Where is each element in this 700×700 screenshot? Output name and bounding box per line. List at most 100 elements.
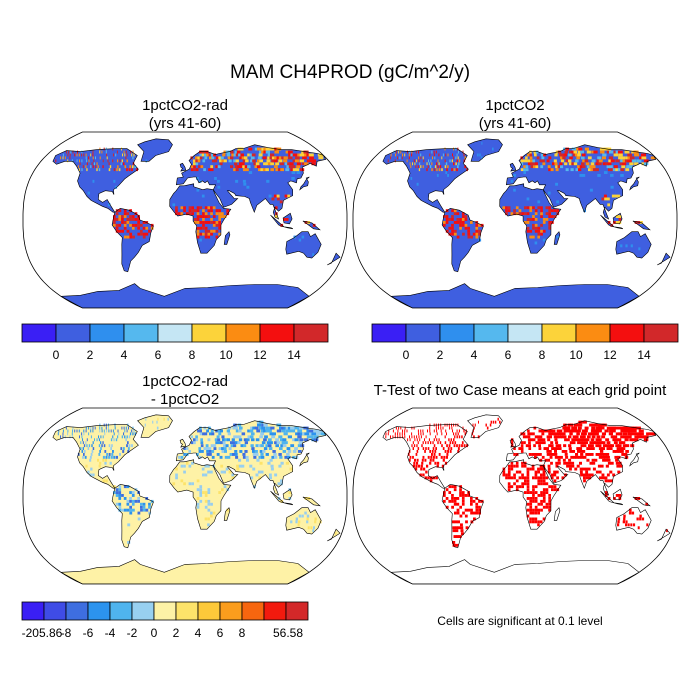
grid-cell — [95, 165, 97, 169]
grid-cell — [419, 473, 422, 477]
grid-cell — [448, 232, 452, 236]
grid-cell — [524, 491, 527, 494]
grid-cell — [86, 168, 88, 172]
grid-cell — [263, 429, 268, 433]
coastline-borneo — [612, 212, 623, 225]
grid-cell — [304, 432, 310, 436]
grid-cell — [196, 232, 200, 236]
grid-cell — [223, 150, 227, 154]
grid-cell — [196, 177, 199, 180]
grid-cell — [458, 150, 459, 154]
grid-cell — [478, 511, 481, 515]
grid-cell — [421, 458, 424, 462]
grid-cell — [202, 218, 205, 221]
grid-cell — [292, 455, 296, 459]
grid-cell — [534, 491, 538, 494]
grid-cell — [568, 153, 572, 157]
coastline-northAmerica — [382, 424, 469, 489]
grid-cell — [526, 473, 530, 477]
coastline-antarctica — [59, 283, 310, 308]
coastline-madagascar — [553, 231, 561, 245]
grid-cell — [140, 232, 143, 236]
grid-cell — [114, 185, 118, 189]
grid-cell — [526, 497, 530, 500]
grid-cell — [624, 159, 630, 163]
grid-cell — [427, 165, 429, 169]
grid-cell — [526, 226, 530, 230]
land-japan — [299, 453, 310, 466]
grid-cell — [521, 212, 524, 216]
grid-cell — [558, 435, 562, 439]
grid-cell — [505, 206, 508, 210]
grid-cell — [148, 229, 151, 233]
grid-cell — [627, 159, 632, 163]
grid-cell — [432, 455, 435, 459]
grid-cell — [204, 494, 208, 497]
grid-cell — [456, 159, 458, 163]
grid-cell — [239, 426, 243, 430]
grid-cell — [196, 206, 200, 210]
grid-cell — [532, 494, 535, 497]
grid-cell — [310, 526, 313, 530]
grid-cell — [529, 432, 533, 436]
grid-cell — [260, 168, 264, 172]
grid-cell — [513, 209, 516, 213]
grid-cell — [617, 438, 622, 442]
coastline-indonesia — [270, 490, 294, 506]
grid-cell — [308, 153, 314, 157]
grid-cell — [309, 435, 314, 439]
grid-cell — [108, 426, 109, 430]
grid-cell — [458, 444, 461, 448]
grid-cell — [556, 447, 560, 450]
grid-cell — [295, 520, 298, 524]
grid-cell — [613, 153, 619, 157]
grid-cell — [257, 470, 261, 474]
grid-cell — [412, 162, 413, 166]
panel-1-title-line2: (yrs 41-60) — [148, 115, 222, 132]
grid-cell — [537, 511, 540, 515]
grid-cell — [537, 441, 541, 445]
grid-cell — [79, 159, 80, 163]
grid-cell — [304, 162, 309, 166]
grid-cell — [532, 491, 535, 494]
grid-cell — [65, 426, 67, 430]
coastline-newGuinea — [302, 220, 321, 231]
grid-cell — [620, 159, 625, 163]
coastline-borneo — [282, 212, 293, 225]
grid-cell — [74, 429, 76, 433]
grid-cell — [280, 444, 284, 448]
grid-cell — [602, 444, 607, 448]
grid-cell — [209, 156, 212, 160]
grid-cell — [572, 435, 577, 439]
coastline-southAmerica — [441, 483, 484, 549]
grid-cell — [627, 429, 633, 433]
grid-cell — [290, 429, 296, 433]
grid-cell — [113, 179, 116, 183]
grid-cell — [401, 435, 403, 439]
grid-cell — [532, 508, 535, 512]
grid-cell — [121, 494, 124, 497]
grid-cell — [443, 494, 446, 497]
grid-cell — [643, 435, 649, 439]
grid-cell — [534, 455, 537, 459]
coastline-australia — [615, 231, 652, 259]
grid-cell — [574, 153, 579, 157]
grid-cell — [132, 235, 135, 239]
grid-cell — [183, 482, 186, 486]
grid-cell — [227, 156, 231, 160]
grid-cell — [99, 423, 101, 427]
grid-cell — [640, 221, 643, 224]
grid-cell — [576, 147, 581, 151]
grid-cell — [206, 447, 209, 450]
grid-cell — [557, 455, 561, 459]
grid-cell — [221, 212, 224, 216]
grid-cell — [262, 168, 267, 172]
grid-cell — [205, 150, 209, 154]
grid-cell — [457, 520, 460, 524]
grid-cell — [564, 450, 568, 453]
grid-cell — [531, 467, 535, 471]
grid-cell — [314, 517, 317, 521]
grid-cell — [513, 476, 516, 480]
grid-cell — [610, 174, 614, 177]
grid-cell — [422, 156, 424, 160]
